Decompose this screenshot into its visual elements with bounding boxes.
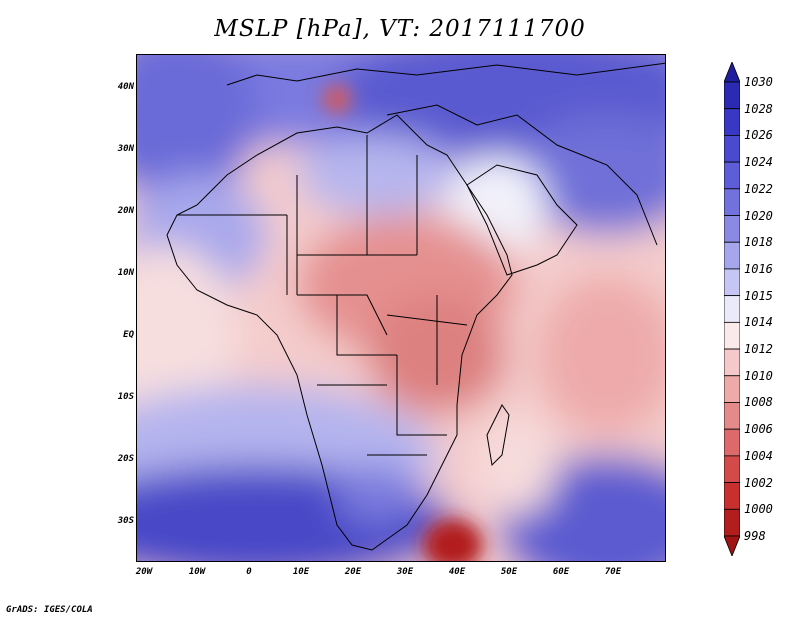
- colorbar-label: 1016: [744, 261, 773, 276]
- colorbar-swatch: [724, 62, 740, 83]
- latitude-label: EQ: [123, 330, 134, 340]
- colorbar-swatch: [724, 108, 740, 136]
- colorbar-swatch: [724, 295, 740, 323]
- colorbar-swatch: [724, 268, 740, 297]
- pressure-field: [137, 55, 665, 561]
- colorbar-label: 1020: [744, 208, 773, 223]
- footer-credit: GrADS: IGES/COLA: [6, 605, 93, 615]
- colorbar-label: 998: [744, 529, 766, 543]
- latitude-label: 10N: [117, 268, 134, 278]
- colorbar-label: 1006: [744, 422, 773, 437]
- pressure-map: [136, 54, 666, 562]
- colorbar-swatch: [724, 215, 740, 243]
- colorbar-label: 1014: [744, 315, 773, 330]
- low-pressure-centers: [323, 85, 483, 561]
- colorbar-swatch: [724, 482, 740, 510]
- latitude-label: 20N: [117, 206, 134, 216]
- longitude-label: 10E: [292, 567, 310, 577]
- longitude-label: 0: [246, 567, 252, 577]
- longitude-label: 40E: [448, 567, 466, 577]
- latitude-label: 30S: [117, 516, 134, 526]
- latitude-label: 30N: [117, 144, 134, 154]
- longitude-label: 70E: [604, 567, 622, 577]
- latitude-label: 40N: [117, 82, 134, 92]
- coastlines-and-borders: [166, 62, 665, 551]
- colorbar-swatch: [724, 188, 740, 216]
- longitude-label: 20E: [344, 567, 362, 577]
- longitude-label: 20W: [135, 567, 153, 577]
- colorbar-label: 1030: [744, 75, 773, 89]
- colorbar-label: 1022: [744, 181, 773, 196]
- colorbar-swatch: [724, 135, 740, 163]
- longitude-label: 50E: [500, 567, 518, 577]
- map-graphic: [137, 55, 665, 561]
- colorbar-label: 1002: [744, 475, 773, 490]
- colorbar-label: 1028: [744, 101, 773, 116]
- colorbar-label: 1018: [744, 235, 773, 250]
- colorbar-swatch: [724, 375, 740, 403]
- colorbar-swatch: [724, 81, 740, 110]
- colorbar-swatch: [724, 455, 740, 483]
- colorbar-swatch: [724, 161, 740, 190]
- colorbar-swatch: [724, 508, 740, 537]
- colorbar-label: 1008: [744, 395, 773, 410]
- colorbar-label: 1012: [744, 342, 773, 357]
- colorbar-label: 1015: [744, 288, 773, 303]
- colorbar-label: 1026: [744, 128, 773, 143]
- chart-title: MSLP [hPa], VT: 2017111700: [214, 16, 586, 42]
- longitude-label: 10W: [188, 567, 206, 577]
- colorbar-swatch: [724, 428, 740, 457]
- colorbar-label: 1000: [744, 502, 773, 517]
- colorbar-swatch: [724, 348, 740, 377]
- colorbar-label: 1004: [744, 448, 773, 463]
- colorbar-label: 1010: [744, 368, 773, 383]
- colorbar-swatch: [724, 402, 740, 430]
- colorbar-swatch: [724, 535, 740, 556]
- longitude-label: 30E: [396, 567, 414, 577]
- latitude-label: 10S: [117, 392, 134, 402]
- colorbar-label: 1024: [744, 155, 773, 170]
- colorbar: [724, 62, 740, 556]
- longitude-label: 60E: [552, 567, 570, 577]
- colorbar-swatch: [724, 241, 740, 270]
- colorbar-swatch: [724, 321, 740, 350]
- latitude-label: 20S: [117, 454, 134, 464]
